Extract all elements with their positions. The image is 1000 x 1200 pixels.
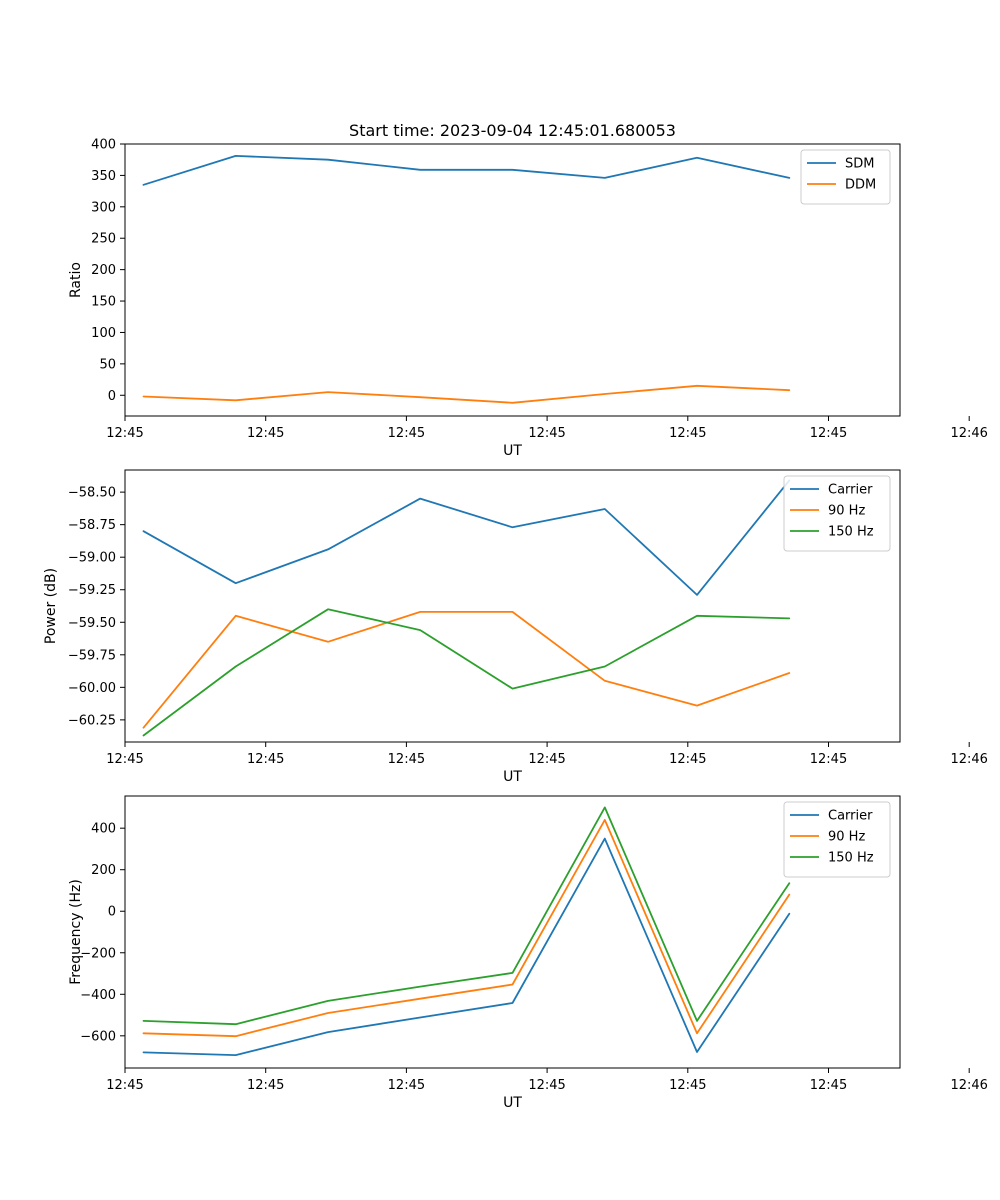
y-tick-label: 0 [108,389,116,404]
x-tick-label: 12:45 [106,426,143,441]
subplot-1: 12:45 12:45 12:45 12:45 12:45 12:45 12:46 0 50 10… [68,138,988,460]
y-tick-label: 300 [91,200,116,215]
x-tick-label: 12:45 [669,1078,706,1093]
series-line-carrier [142,837,791,1056]
legend-label: DDM [845,178,876,193]
legend: SDM DDM [800,149,891,205]
series-line-carrier [142,479,791,596]
x-axis-label: UT [503,1095,522,1111]
series-line-150-hz [142,806,791,1026]
y-tick-label: 350 [91,169,116,184]
axes-frame [124,143,901,417]
legend-label: 90 Hz [828,830,865,845]
series-line-90-hz [142,611,791,729]
y-tick-label: −59.25 [68,583,116,598]
x-tick-label: 12:45 [810,426,847,441]
subplot-2: 12:45 12:45 12:45 12:45 12:45 12:45 12:46 −60.2… [43,469,988,785]
x-tick-label: 12:45 [669,752,706,767]
y-tick-label: −60.00 [68,681,116,696]
series-line-ddm [142,384,791,404]
y-tick-label: 100 [91,326,116,341]
legend-box [783,475,891,552]
legend-label: Carrier [828,809,873,824]
x-axis-label: UT [503,769,522,785]
axes-frame [124,795,901,1069]
y-tick-label: −60.25 [68,713,116,728]
x-tick-label: 12:45 [528,1078,565,1093]
x-tick-label: 12:45 [388,752,425,767]
legend-label: 150 Hz [828,851,874,866]
series-line-sdm [142,154,791,186]
legend-box [783,801,891,878]
chart-title: Start time: 2023-09-04 12:45:01.680053 [349,121,676,140]
y-tick-label: 50 [99,357,116,372]
legend-label: 90 Hz [828,504,865,519]
y-tick-label: −200 [80,946,116,961]
x-tick-label: 12:45 [247,426,284,441]
y-tick-label: 400 [91,138,116,153]
y-tick-label: −59.50 [68,616,116,631]
x-tick-label: 12:45 [106,752,143,767]
y-axis-label: Ratio [68,262,84,298]
legend: Carrier 90 Hz 150 Hz [783,801,891,878]
series-line-150-hz [142,608,791,737]
y-tick-label: −600 [80,1029,116,1044]
axes-frame [124,469,901,743]
x-tick-label: 12:45 [810,752,847,767]
x-tick-label: 12:45 [810,1078,847,1093]
y-axis-label: Frequency (Hz) [68,879,84,985]
y-tick-label: 400 [91,822,116,837]
y-tick-label: 250 [91,232,116,247]
x-tick-label: 12:46 [950,1078,987,1093]
x-tick-label: 12:45 [106,1078,143,1093]
y-tick-label: 0 [108,905,116,920]
x-tick-label: 12:46 [950,752,987,767]
subplots: 12:45 12:45 12:45 12:45 12:45 12:45 12:46 0 50 10… [43,138,988,1112]
legend: Carrier 90 Hz 150 Hz [783,475,891,552]
x-tick-label: 12:45 [247,1078,284,1093]
y-tick-label: 150 [91,295,116,310]
x-axis-label: UT [503,443,522,459]
subplot-3: 12:45 12:45 12:45 12:45 12:45 12:45 12:46 −600 −… [68,795,988,1111]
y-tick-label: 200 [91,263,116,278]
y-tick-label: −400 [80,988,116,1003]
x-tick-label: 12:46 [950,426,987,441]
x-tick-label: 12:45 [388,1078,425,1093]
y-tick-label: −59.00 [68,551,116,566]
y-tick-label: 200 [91,863,116,878]
y-tick-label: −58.50 [68,486,116,501]
legend-label: 150 Hz [828,525,874,540]
y-tick-label: −59.75 [68,648,116,663]
x-tick-label: 12:45 [669,426,706,441]
y-tick-label: −58.75 [68,518,116,533]
legend-label: Carrier [828,483,873,498]
series-line-90-hz [142,819,791,1038]
x-tick-label: 12:45 [247,752,284,767]
x-tick-label: 12:45 [528,752,565,767]
x-tick-label: 12:45 [388,426,425,441]
y-axis-label: Power (dB) [43,568,59,644]
x-tick-label: 12:45 [528,426,565,441]
legend-label: SDM [845,157,874,172]
